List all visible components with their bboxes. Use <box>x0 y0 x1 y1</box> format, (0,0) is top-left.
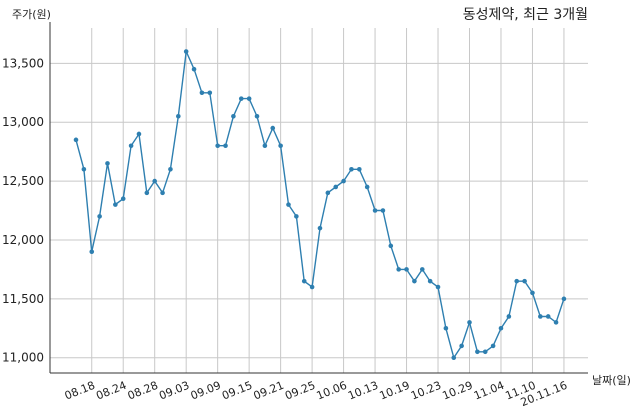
data-point <box>545 314 551 319</box>
data-point <box>498 325 504 331</box>
x-tick-label: 10.23 <box>409 379 443 403</box>
data-point <box>294 214 299 219</box>
data-point <box>73 137 79 143</box>
data-point <box>561 296 567 302</box>
x-tick-label: 09.25 <box>283 379 317 403</box>
data-point <box>120 196 126 202</box>
data-point <box>238 96 244 101</box>
data-point <box>435 284 441 290</box>
data-point <box>482 349 488 355</box>
chart-title: 동성제약, 최근 3개월 <box>462 7 588 23</box>
y-tick-label: 13,500 <box>2 56 44 70</box>
data-point <box>128 143 134 149</box>
data-point <box>160 190 165 196</box>
data-point <box>357 166 362 172</box>
data-point <box>278 143 283 149</box>
data-point <box>168 166 173 172</box>
data-point <box>522 278 527 284</box>
x-tick-label: 10.29 <box>441 379 475 403</box>
data-point <box>262 143 268 149</box>
data-point <box>246 96 252 101</box>
data-point <box>443 325 449 331</box>
x-tick-label: 09.03 <box>157 379 191 403</box>
x-tick-label: 09.21 <box>252 379 286 403</box>
x-tick-label: 08.28 <box>126 379 160 403</box>
x-axis-label: 날짜(일) <box>592 373 631 387</box>
data-point <box>427 278 433 284</box>
data-point <box>341 178 346 184</box>
data-point <box>396 267 401 272</box>
x-tick-label: 09.15 <box>220 379 254 403</box>
y-axis-label: 주가(원) <box>12 8 51 21</box>
data-point <box>176 114 181 119</box>
x-tick-label: 10.19 <box>378 379 412 403</box>
data-point <box>89 249 95 255</box>
data-point <box>506 314 512 319</box>
data-point <box>530 290 535 296</box>
data-point <box>459 343 464 349</box>
data-point <box>325 190 331 196</box>
data-point <box>199 90 205 96</box>
data-point <box>451 355 457 360</box>
x-tick-label: 08.18 <box>63 379 97 403</box>
data-point <box>207 90 213 96</box>
x-tick-label: 08.24 <box>94 379 128 403</box>
series-line <box>75 48 565 360</box>
data-point <box>183 49 189 54</box>
data-point <box>97 214 102 219</box>
data-point <box>467 320 472 325</box>
y-tick-label: 11,000 <box>2 351 44 365</box>
data-point <box>215 143 220 149</box>
data-point <box>364 184 370 190</box>
data-point <box>223 143 228 149</box>
data-point <box>475 349 480 355</box>
y-tick-label: 13,000 <box>2 115 44 129</box>
data-point <box>514 278 520 284</box>
data-point <box>113 202 118 207</box>
data-point <box>191 66 197 72</box>
data-point <box>105 161 110 166</box>
x-tick-label: 11.04 <box>472 379 506 403</box>
data-point <box>136 131 142 137</box>
data-point <box>301 278 307 284</box>
y-tick-label: 11,500 <box>2 292 44 306</box>
data-point <box>412 278 417 284</box>
data-point <box>270 125 276 131</box>
data-point <box>231 114 236 119</box>
data-point <box>419 267 425 272</box>
x-tick-label: 10.06 <box>315 379 349 403</box>
data-point <box>286 202 291 207</box>
data-point <box>388 243 394 249</box>
data-point <box>553 320 559 325</box>
data-point <box>317 225 323 231</box>
data-point <box>144 190 150 196</box>
x-tick-label: 09.09 <box>189 379 223 403</box>
data-point <box>372 208 378 213</box>
data-point <box>490 343 496 349</box>
data-point <box>152 178 157 184</box>
data-point <box>333 184 339 190</box>
data-point <box>81 166 87 172</box>
y-tick-label: 12,000 <box>2 233 44 247</box>
data-point <box>538 314 543 319</box>
data-point <box>349 166 354 172</box>
x-tick-label: 10.13 <box>346 379 380 403</box>
y-tick-label: 12,500 <box>2 174 44 188</box>
data-point <box>254 114 260 119</box>
data-point <box>309 284 315 290</box>
data-point <box>404 267 409 272</box>
data-point <box>380 208 386 213</box>
